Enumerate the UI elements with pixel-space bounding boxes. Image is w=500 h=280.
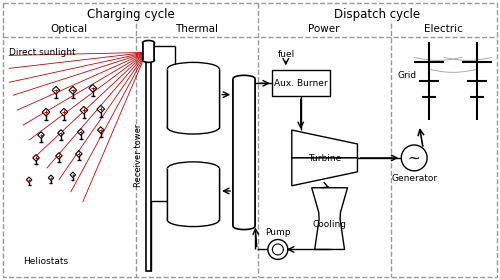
Polygon shape	[69, 87, 76, 94]
Text: Heliostats: Heliostats	[23, 257, 68, 266]
Polygon shape	[70, 172, 75, 178]
Bar	[233, 79, 255, 226]
Text: Turbine: Turbine	[308, 154, 342, 164]
Polygon shape	[26, 177, 32, 183]
Polygon shape	[292, 130, 358, 158]
Text: Receiver tower: Receiver tower	[134, 123, 143, 186]
Polygon shape	[98, 127, 104, 133]
Text: Cooling: Cooling	[312, 220, 346, 229]
Polygon shape	[60, 108, 68, 116]
Polygon shape	[76, 151, 82, 157]
Text: Thermal: Thermal	[175, 24, 218, 34]
Ellipse shape	[168, 62, 219, 75]
Bar	[142, 43, 154, 60]
Text: Thermal
Storage
(Hot): Thermal Storage (Hot)	[174, 88, 212, 118]
Ellipse shape	[168, 121, 219, 134]
Text: Dispatch cycle: Dispatch cycle	[334, 8, 420, 21]
Text: Direct sunlight: Direct sunlight	[9, 48, 76, 57]
Polygon shape	[292, 158, 358, 186]
Text: Charging cycle: Charging cycle	[86, 8, 174, 21]
Polygon shape	[78, 129, 84, 135]
Ellipse shape	[168, 162, 219, 175]
Polygon shape	[33, 155, 40, 161]
Text: Grid: Grid	[398, 71, 416, 80]
Bar	[272, 70, 330, 96]
Text: HX: HX	[235, 151, 253, 161]
Polygon shape	[80, 106, 88, 114]
Bar	[168, 69, 219, 128]
Polygon shape	[52, 87, 60, 94]
Polygon shape	[312, 188, 348, 249]
Text: ~: ~	[408, 150, 420, 165]
Text: Generator: Generator	[391, 174, 437, 183]
Polygon shape	[58, 130, 64, 136]
Polygon shape	[48, 175, 54, 181]
Text: Aux. Burner: Aux. Burner	[274, 79, 328, 88]
Polygon shape	[89, 85, 96, 92]
Ellipse shape	[142, 41, 154, 45]
Bar	[233, 79, 255, 226]
Bar	[142, 43, 154, 60]
Polygon shape	[56, 153, 62, 159]
Text: Pump: Pump	[265, 228, 290, 237]
Text: Thermal
Storage
(Cold): Thermal Storage (Cold)	[174, 184, 212, 214]
Bar	[168, 168, 219, 220]
Text: Optical: Optical	[50, 24, 88, 34]
Ellipse shape	[233, 223, 255, 230]
Text: fuel: fuel	[278, 50, 295, 59]
Ellipse shape	[233, 75, 255, 82]
Polygon shape	[97, 105, 104, 113]
Bar	[168, 168, 219, 220]
Polygon shape	[38, 132, 44, 138]
Ellipse shape	[168, 214, 219, 227]
Bar	[146, 62, 152, 271]
Ellipse shape	[142, 58, 154, 62]
Text: Electric: Electric	[424, 24, 463, 34]
Bar	[168, 69, 219, 128]
Text: Power: Power	[308, 24, 340, 34]
Polygon shape	[42, 108, 50, 116]
Circle shape	[268, 239, 288, 259]
Circle shape	[401, 145, 427, 171]
